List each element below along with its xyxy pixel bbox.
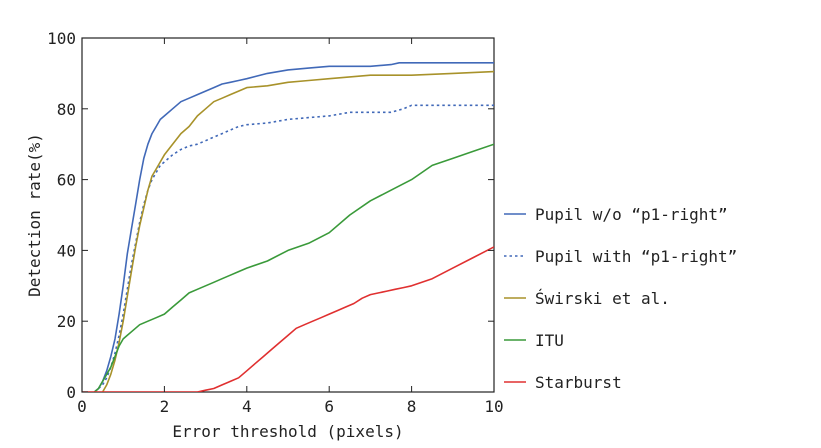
plot-frame [81, 37, 495, 393]
legend: Pupil w/o “p1-right” Pupil with “p1-right… [504, 205, 737, 392]
x-tick-label: 6 [324, 397, 334, 416]
series-line-4 [93, 143, 494, 392]
y-tick-label: 40 [57, 241, 76, 260]
x-axis-label: Error threshold (pixels) [172, 422, 403, 441]
x-tick-label: 8 [407, 397, 417, 416]
x-tick-label: 2 [160, 397, 170, 416]
series-layer [82, 61, 494, 392]
series-line-5 [82, 246, 494, 392]
x-tick-label: 0 [77, 397, 87, 416]
series-line-1 [93, 61, 494, 392]
legend-label-2: Pupil with “p1-right” [535, 247, 737, 266]
series-line-2 [93, 104, 494, 392]
x-tick-label: 4 [242, 397, 252, 416]
y-tick-label: 20 [57, 312, 76, 331]
series-line-3 [101, 70, 494, 392]
legend-label-5: Starburst [535, 373, 622, 392]
y-tick-label: 80 [57, 100, 76, 119]
legend-label-4: ITU [535, 331, 564, 350]
y-tick-label: 60 [57, 171, 76, 190]
y-tick-label: 0 [66, 383, 76, 402]
legend-label-1: Pupil w/o “p1-right” [535, 205, 728, 224]
y-tick-label: 100 [47, 29, 76, 48]
y-axis-label: Detection rate(%) [25, 133, 44, 297]
x-tick-label: 10 [484, 397, 503, 416]
legend-label-3: Świrski et al. [535, 289, 670, 308]
